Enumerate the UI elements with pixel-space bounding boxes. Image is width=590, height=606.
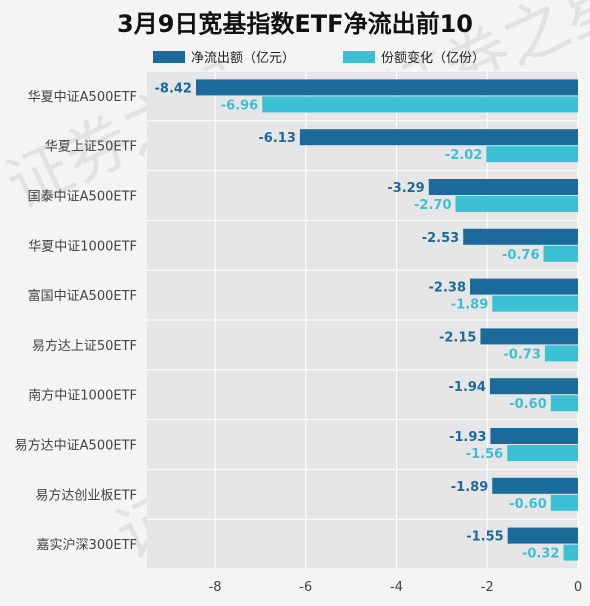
legend-swatch-share-change (343, 51, 375, 63)
data-label-share-change: -2.70 (414, 198, 451, 213)
bars (195, 79, 578, 561)
data-label-net-outflow: -1.89 (451, 480, 488, 495)
bar-net-outflow (490, 428, 578, 444)
data-label-share-change: -6.96 (221, 98, 258, 113)
data-label-share-change: -0.32 (522, 547, 559, 562)
x-tick-label: -6 (299, 580, 312, 595)
category-label: 华夏中证1000ETF (28, 239, 137, 254)
data-label-net-outflow: -3.29 (387, 181, 424, 196)
legend: 净流出额（亿元） 份额变化（亿份） (153, 50, 485, 66)
data-label-net-outflow: -1.93 (449, 430, 486, 445)
category-label: 富国中证A500ETF (28, 288, 137, 304)
data-label-net-outflow: -2.53 (422, 231, 459, 246)
x-tick-label: -8 (209, 580, 222, 595)
bar-share-change (507, 445, 578, 461)
x-axis-ticks: -8 -6 -4 -2 0 (209, 580, 583, 595)
bar-share-change (492, 295, 578, 312)
data-label-share-change: -0.73 (503, 347, 540, 362)
bar-share-change (543, 245, 578, 262)
data-label-share-change: -0.76 (502, 248, 539, 263)
value-labels: -8.42 -6.96 -6.13 -2.02 -3.29 -2.70 -2.53 -0.76… (155, 81, 560, 561)
data-label-share-change: -1.89 (451, 298, 488, 313)
category-label: 易方达上证50ETF (32, 338, 137, 354)
bar-share-change (486, 146, 578, 163)
category-label: 易方达创业板ETF (35, 487, 137, 503)
bar-share-change (550, 395, 578, 412)
legend-swatch-net-outflow (153, 51, 185, 63)
data-label-share-change: -1.56 (466, 447, 503, 462)
category-label: 易方达中证A500ETF (15, 438, 137, 454)
data-label-net-outflow: -1.94 (449, 380, 486, 395)
data-label-net-outflow: -6.13 (258, 131, 295, 146)
bar-net-outflow (428, 179, 578, 195)
bar-share-change (563, 544, 578, 561)
bar-net-outflow (299, 129, 578, 146)
x-tick-label: -2 (481, 580, 494, 595)
bar-net-outflow (463, 228, 578, 245)
bar-net-outflow (480, 328, 578, 345)
data-label-net-outflow: -2.38 (429, 281, 466, 296)
legend-label-net-outflow: 净流出额（亿元） (191, 51, 295, 66)
bar-net-outflow (489, 378, 578, 395)
bar-share-change (544, 345, 578, 362)
x-tick-label: -4 (390, 580, 403, 595)
bar-share-change (262, 96, 578, 113)
bar-share-change (550, 494, 578, 511)
bar-net-outflow (492, 477, 578, 494)
data-label-net-outflow: -1.55 (466, 530, 503, 545)
category-label: 南方中证1000ETF (28, 388, 137, 404)
data-label-net-outflow: -8.42 (155, 81, 192, 96)
category-label: 华夏中证A500ETF (28, 90, 137, 105)
legend-label-share-change: 份额变化（亿份） (381, 50, 485, 66)
category-label: 国泰中证A500ETF (28, 190, 137, 205)
category-label: 华夏上证50ETF (45, 140, 137, 155)
bar-net-outflow (470, 278, 578, 295)
bar-net-outflow (195, 79, 578, 96)
data-label-share-change: -0.60 (509, 497, 546, 512)
data-label-share-change: -2.02 (445, 148, 482, 163)
bar-net-outflow (507, 527, 578, 544)
gridlines (147, 70, 579, 570)
x-tick-label: 0 (574, 580, 582, 595)
data-label-share-change: -0.60 (509, 397, 546, 412)
bar-share-change (455, 196, 578, 212)
category-labels: 华夏中证A500ETF 华夏上证50ETF 国泰中证A500ETF 华夏中证1000E… (15, 90, 137, 553)
category-label: 嘉实沪深300ETF (37, 537, 137, 553)
data-label-net-outflow: -2.15 (439, 330, 476, 345)
chart-title: 3月9日宽基指数ETF净流出前10 (117, 10, 473, 38)
